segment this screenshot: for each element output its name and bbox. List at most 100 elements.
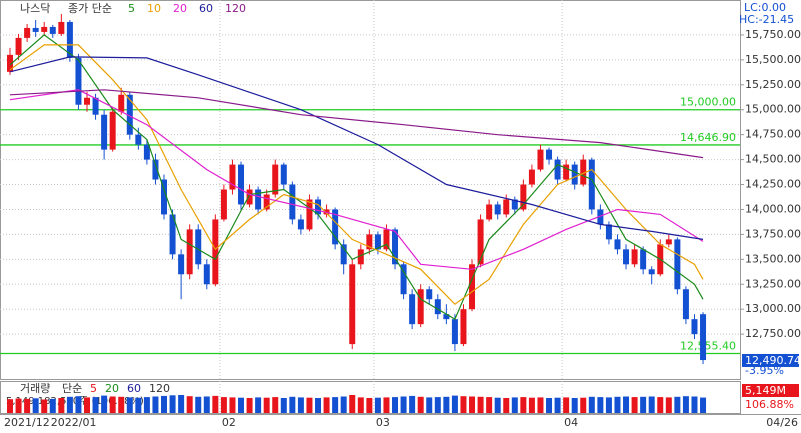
volume-ma-label: 단순 [62, 382, 82, 395]
volume-bar [41, 399, 48, 413]
y-tick-label: 13,000.00 [745, 302, 801, 315]
volume-bar [212, 395, 219, 413]
candle-body [563, 164, 570, 180]
volume-bar [494, 397, 501, 413]
legend-entry: 20 [173, 2, 187, 15]
volume-bar [7, 399, 13, 413]
change-label: -3.95% [745, 364, 784, 377]
candle-body [426, 289, 433, 300]
candle-body [477, 219, 484, 265]
volume-bar [623, 396, 630, 413]
volume-bar [92, 397, 99, 413]
volume-bar [700, 397, 707, 413]
volume-bar [101, 395, 108, 413]
candle-body [84, 97, 91, 105]
volume-bar [443, 396, 450, 413]
volume-bar [203, 396, 210, 413]
y-tick-label: 13,750.00 [745, 227, 801, 240]
candle-body [186, 229, 193, 275]
candle-body [255, 189, 262, 210]
chart-title: 나스닥 [20, 2, 50, 15]
reference-label: 14,646.90 [680, 131, 736, 144]
volume-bar [272, 397, 279, 413]
candle-body [109, 111, 116, 150]
volume-bar [49, 398, 56, 413]
candle-body [49, 26, 56, 34]
volume-bar [640, 396, 647, 413]
candle-body [220, 189, 227, 220]
last-price-label: 12,490.74 [745, 354, 801, 367]
volume-bar [691, 396, 698, 413]
ma-line [9, 56, 704, 240]
volume-last-box [742, 384, 799, 397]
candle-body [246, 189, 253, 205]
volume-bar [289, 396, 296, 413]
volume-bar [546, 398, 553, 413]
candle-body [272, 164, 279, 195]
ma-label: 종가 단순 [68, 2, 112, 15]
y-tick-label: 13,500.00 [745, 252, 801, 265]
volume-bar [66, 396, 73, 413]
candle-body [366, 234, 373, 250]
candle-body [280, 164, 287, 185]
volume-bar [118, 396, 125, 413]
volume-bar [383, 397, 390, 413]
volume-bar [374, 397, 381, 413]
x-tick-label: 03 [376, 416, 390, 429]
candle-body [597, 209, 604, 225]
candle-body [605, 224, 612, 240]
candle-body [494, 204, 501, 215]
candle-body [588, 159, 595, 210]
volume-bar [143, 397, 150, 413]
volume-frame [0, 381, 741, 414]
volume-bar [409, 395, 416, 413]
candle-body [623, 249, 630, 265]
volume-info: 5,149,182,500주 (106.88%) [6, 396, 144, 407]
volume-bar [392, 397, 399, 413]
candle-body [520, 184, 527, 210]
volume-bar [340, 396, 347, 413]
candle-body [118, 94, 125, 112]
y-tick-label: 13,250.00 [745, 277, 801, 290]
legend-entry: 10 [147, 2, 161, 15]
volume-bar [400, 396, 407, 413]
volume-bar [571, 398, 578, 413]
volume-legend-entry: 20 [105, 382, 119, 395]
candle-body [24, 27, 31, 38]
volume-bar [486, 397, 493, 413]
volume-bar [469, 396, 476, 413]
candle-body [674, 239, 681, 290]
candle-body [332, 209, 339, 245]
volume-bar [323, 397, 330, 413]
volume-bar [528, 397, 535, 413]
volume-bar [511, 397, 518, 413]
ma-line [9, 34, 704, 321]
volume-bar [161, 395, 168, 413]
legend-entry: 60 [199, 2, 213, 15]
volume-bar [554, 397, 561, 413]
volume-legend-entry: 5 [90, 382, 97, 395]
ma-line [9, 89, 704, 159]
volume-bar [306, 397, 313, 413]
volume-bar [648, 396, 655, 413]
volume-bar [195, 396, 202, 413]
volume-bar [665, 397, 672, 413]
candle-body [665, 239, 672, 245]
candle-body [195, 229, 202, 265]
candle-body [169, 214, 176, 255]
candle-body [263, 194, 270, 210]
volume-bar [537, 397, 544, 413]
y-tick-label: 12,750.00 [745, 327, 801, 340]
candle-body [7, 54, 13, 72]
last-price-box [742, 353, 799, 367]
candle-body [469, 264, 476, 310]
candle-body [691, 319, 698, 335]
volume-bar [588, 396, 595, 413]
volume-bar [657, 397, 664, 413]
candle-body [297, 219, 304, 230]
volume-bar [315, 398, 322, 413]
volume-legend-entry: 120 [149, 382, 170, 395]
candle-body [537, 149, 544, 170]
volume-bar [152, 396, 159, 413]
legend-entry: 5 [128, 2, 135, 15]
